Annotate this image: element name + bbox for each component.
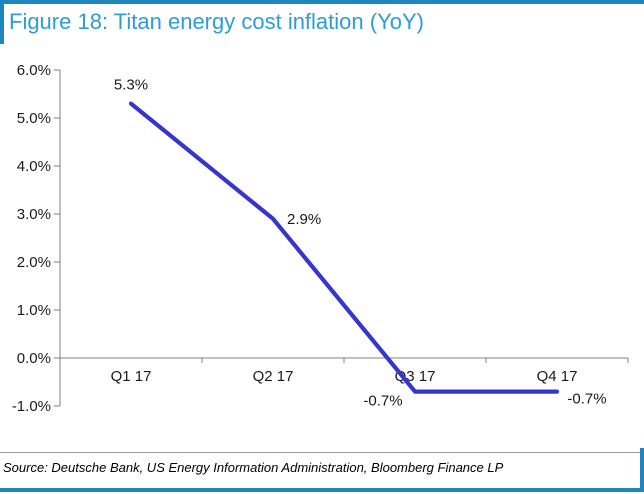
y-axis-tick-label: 0.0%: [17, 350, 51, 367]
panel-right-edge-bar: [640, 448, 644, 492]
y-axis-tick-label: 1.0%: [17, 302, 51, 319]
figure-title: Figure 18: Titan energy cost inflation (…: [9, 9, 424, 34]
x-axis-category-label: Q4 17: [537, 368, 578, 385]
data-point-label: -0.7%: [567, 391, 606, 408]
data-point-label: 5.3%: [114, 77, 148, 94]
source-attribution: Source: Deutsche Bank, US Energy Informa…: [3, 460, 504, 475]
source-divider: [0, 452, 644, 453]
x-axis-category-label: Q1 17: [111, 368, 152, 385]
y-axis-tick-label: 5.0%: [17, 110, 51, 127]
y-axis-tick-label: 3.0%: [17, 206, 51, 223]
data-line: [128, 101, 560, 394]
title-accent-bar: [0, 4, 4, 44]
y-axis-tick-label: -1.0%: [12, 398, 51, 415]
panel-top-border: [0, 0, 644, 4]
y-axis-tick-label: 6.0%: [17, 62, 51, 79]
data-point-label: -0.7%: [363, 393, 402, 410]
line-chart: 6.0% 5.0% 4.0% 3.0% 2.0% 1.0% 0.0% -1.0% Q1 17 Q2…: [12, 62, 629, 415]
y-axis-tick-label: 4.0%: [17, 158, 51, 175]
y-axis-tick-label: 2.0%: [17, 254, 51, 271]
panel-bottom-border: [0, 488, 644, 492]
x-axis-category-label: Q2 17: [253, 368, 294, 385]
data-point-label: 2.9%: [287, 211, 321, 228]
